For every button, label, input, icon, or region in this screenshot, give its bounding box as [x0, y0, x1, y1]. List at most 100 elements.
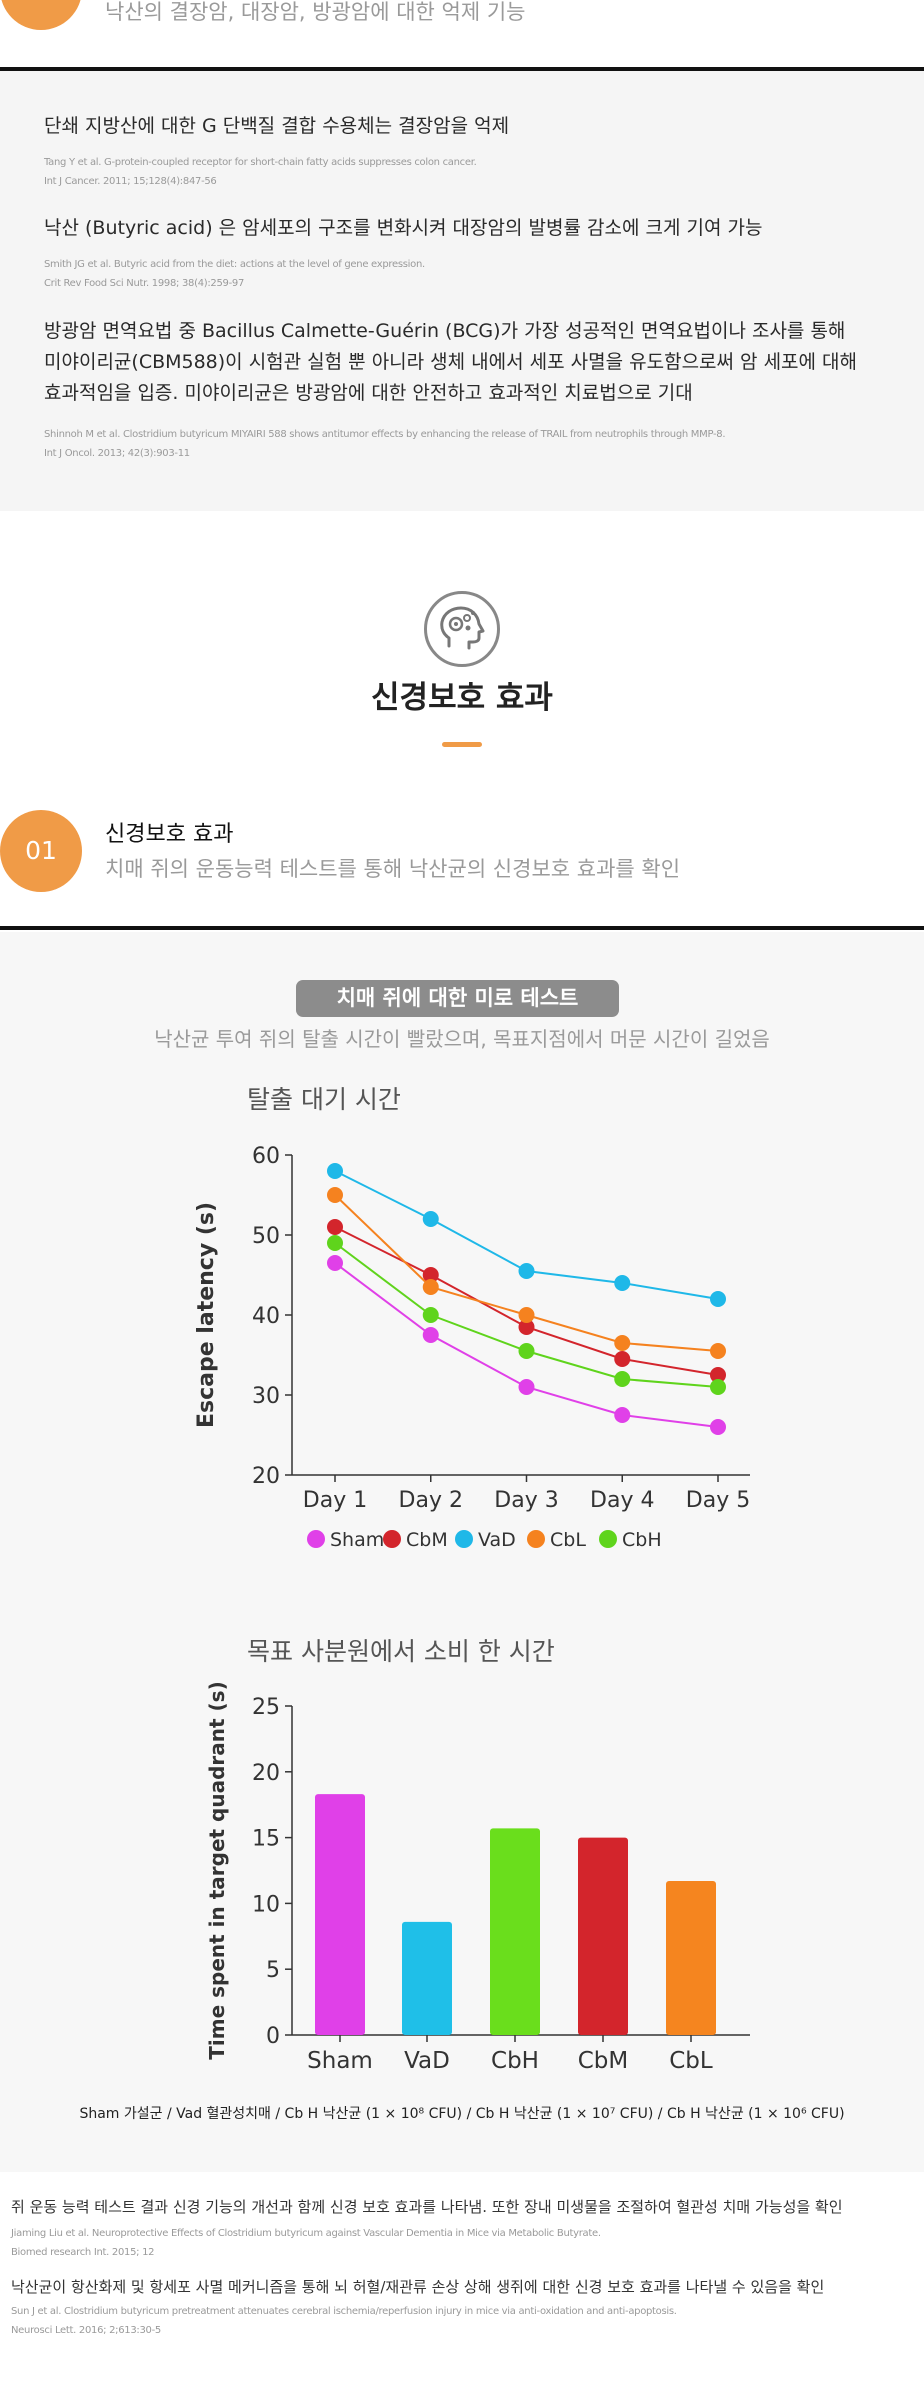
y-tick-label: 50: [252, 1224, 280, 1249]
data-point-cbl: [614, 1335, 631, 1351]
data-point-vad: [422, 1211, 439, 1227]
y-axis-label: Escape latency (s): [194, 1202, 219, 1428]
y-tick-label: 30: [252, 1384, 280, 1409]
bar-cbl: [666, 1881, 716, 2035]
legend-label: CbH: [622, 1529, 662, 1551]
legend-label: CbL: [550, 1529, 586, 1551]
reference-heading: 방광암 면역요법 중 Bacillus Calmette-Guérin (BCG…: [44, 320, 846, 342]
x-tick-label: Sham: [307, 2048, 373, 2074]
data-point-cbm: [614, 1351, 631, 1367]
data-point-cbh: [422, 1307, 439, 1323]
data-point-sham: [614, 1407, 631, 1423]
x-tick-label: VaD: [404, 2048, 450, 2074]
target-quadrant-chart: 0 5 10 15 20 25 Sham VaD CbH CbM CbL Time spent in …: [205, 1681, 750, 2074]
reference-citation: Jiaming Liu et al. Neuroprotective Effec…: [11, 2228, 601, 2239]
data-point-vad: [614, 1275, 631, 1291]
item-subtitle: 치매 쥐의 운동능력 테스트를 통해 낙산균의 신경보호 효과를 확인: [105, 857, 681, 881]
reference-citation: Neurosci Lett. 2016; 2;613:30-5: [11, 2325, 161, 2336]
bar-cbh: [490, 1828, 540, 2035]
y-tick-label: 60: [252, 1144, 280, 1169]
section-title: 신경보호 효과: [371, 680, 553, 716]
reference-citation: Sun J et al. Clostridium butyricum pretr…: [11, 2306, 677, 2317]
x-tick-label: Day 4: [590, 1488, 654, 1513]
x-tick-label: CbL: [669, 2048, 713, 2074]
title-underline: [442, 742, 482, 747]
brain-head-icon: [424, 591, 500, 667]
escape-latency-chart: 20 30 40 50 60 Day 1 Day 2 Day 3 Day 4 Day 5 Escap…: [194, 1144, 750, 1551]
reference-heading: 미야이리균(CBM588)이 시험관 실험 뿐 아니라 생체 내에서 세포 사멸…: [44, 351, 858, 373]
data-point-cbh: [327, 1235, 343, 1251]
x-tick-label: CbH: [491, 2048, 539, 2074]
reference-citation: Smith JG et al. Butyric acid from the di…: [44, 259, 425, 270]
data-point-cbh: [710, 1379, 726, 1395]
data-point-cbm: [327, 1219, 343, 1235]
item-number-badge: 01: [0, 810, 82, 892]
bar-vad: [402, 1921, 452, 2035]
data-point-cbh: [518, 1343, 535, 1359]
data-point-cbm: [518, 1319, 535, 1335]
previous-item: 낙산의 결장암, 대장암, 방광암에 대한 억제 기능: [0, 0, 924, 68]
legend-marker-cbm: [383, 1530, 401, 1548]
group-footnote: Sham 가설군 / Vad 혈관성치매 / Cb H 낙산균 (1 × 10⁸…: [79, 2106, 845, 2122]
reference-citation: Biomed research Int. 2015; 12: [11, 2247, 155, 2258]
y-axis-label: Time spent in target quadrant (s): [205, 1681, 229, 2059]
data-point-vad: [518, 1263, 535, 1279]
y-tick-label: 40: [252, 1304, 280, 1329]
experiment-badge: 치매 쥐에 대한 미로 테스트: [296, 980, 619, 1017]
series-line-vad: [334, 1170, 719, 1300]
data-point-sham: [327, 1255, 343, 1271]
bar-cbm: [578, 1837, 628, 2035]
legend-marker-cbh: [599, 1530, 617, 1548]
legend-label: VaD: [478, 1529, 516, 1551]
data-point-cbm: [422, 1267, 439, 1283]
x-tick-label: Day 1: [303, 1488, 367, 1513]
data-point-cbm: [710, 1367, 726, 1383]
y-tick-label: 20: [252, 1761, 280, 1786]
experiment-panel: [0, 932, 924, 2172]
data-point-sham: [422, 1327, 439, 1343]
bar-sham: [315, 1794, 365, 2035]
reference-citation: Tang Y et al. G-protein-coupled receptor…: [44, 157, 477, 168]
data-point-vad: [327, 1163, 343, 1179]
legend-marker-sham: [307, 1530, 325, 1548]
bar-chart-title: 목표 사분원에서 소비 한 시간: [247, 1637, 555, 1666]
references-box: 단쇄 지방산에 대한 G 단백질 결합 수용체는 결장암을 억제 Tang Y …: [0, 71, 924, 511]
legend-marker-vad: [455, 1530, 473, 1548]
data-point-cbh: [614, 1371, 631, 1387]
y-tick-label: 10: [252, 1892, 280, 1917]
item-title: 신경보호 효과: [105, 822, 234, 847]
y-tick-label: 5: [266, 1958, 280, 1983]
reference-citation: Int J Cancer. 2011; 15;128(4):847-56: [44, 176, 217, 187]
reference-citation: Crit Rev Food Sci Nutr. 1998; 38(4):259-…: [44, 278, 245, 289]
reference-heading: 효과적임을 입증. 미야이리균은 방광암에 대한 안전하고 효과적인 치료법으로…: [44, 382, 693, 404]
data-point-sham: [518, 1379, 535, 1395]
y-tick-label: 0: [266, 2024, 280, 2049]
x-tick-label: Day 5: [686, 1488, 750, 1513]
reference-heading: 쥐 운동 능력 테스트 결과 신경 기능의 개선과 함께 신경 보호 효과를 나…: [11, 2198, 843, 2216]
legend-label: CbM: [406, 1529, 448, 1551]
data-point-vad: [710, 1291, 726, 1307]
reference-heading: 단쇄 지방산에 대한 G 단백질 결합 수용체는 결장암을 억제: [44, 115, 510, 137]
y-tick-label: 25: [252, 1695, 280, 1720]
reference-citation: Int J Oncol. 2013; 42(3):903-11: [44, 448, 190, 459]
divider: [0, 67, 924, 71]
experiment-subtitle: 낙산균 투여 쥐의 탈출 시간이 빨랐으며, 목표지점에서 머문 시간이 길었음: [154, 1027, 770, 1051]
data-point-cbl: [710, 1343, 726, 1359]
reference-heading: 낙산 (Butyric acid) 은 암세포의 구조를 변화시켜 대장암의 발…: [44, 217, 763, 239]
previous-item-subtitle: 낙산의 결장암, 대장암, 방광암에 대한 억제 기능: [105, 0, 526, 24]
y-tick-label: 20: [252, 1464, 280, 1489]
data-point-cbl: [327, 1187, 343, 1203]
x-tick-label: Day 3: [494, 1488, 558, 1513]
legend-label: Sham: [330, 1529, 384, 1551]
data-point-sham: [710, 1419, 726, 1435]
data-point-cbl: [518, 1307, 535, 1323]
x-tick-label: Day 2: [399, 1488, 463, 1513]
reference-heading: 낙산균이 항산화제 및 항세포 사멸 메커니즘을 통해 뇌 허혈/재관류 손상 …: [11, 2278, 825, 2296]
data-point-cbl: [422, 1279, 439, 1295]
divider: [0, 926, 924, 930]
line-chart-title: 탈출 대기 시간: [247, 1085, 401, 1114]
x-tick-label: CbM: [578, 2048, 629, 2074]
legend-marker-cbl: [527, 1530, 545, 1548]
reference-citation: Shinnoh M et al. Clostridium butyricum M…: [44, 429, 726, 440]
previous-item-number-circle: [0, 0, 82, 30]
